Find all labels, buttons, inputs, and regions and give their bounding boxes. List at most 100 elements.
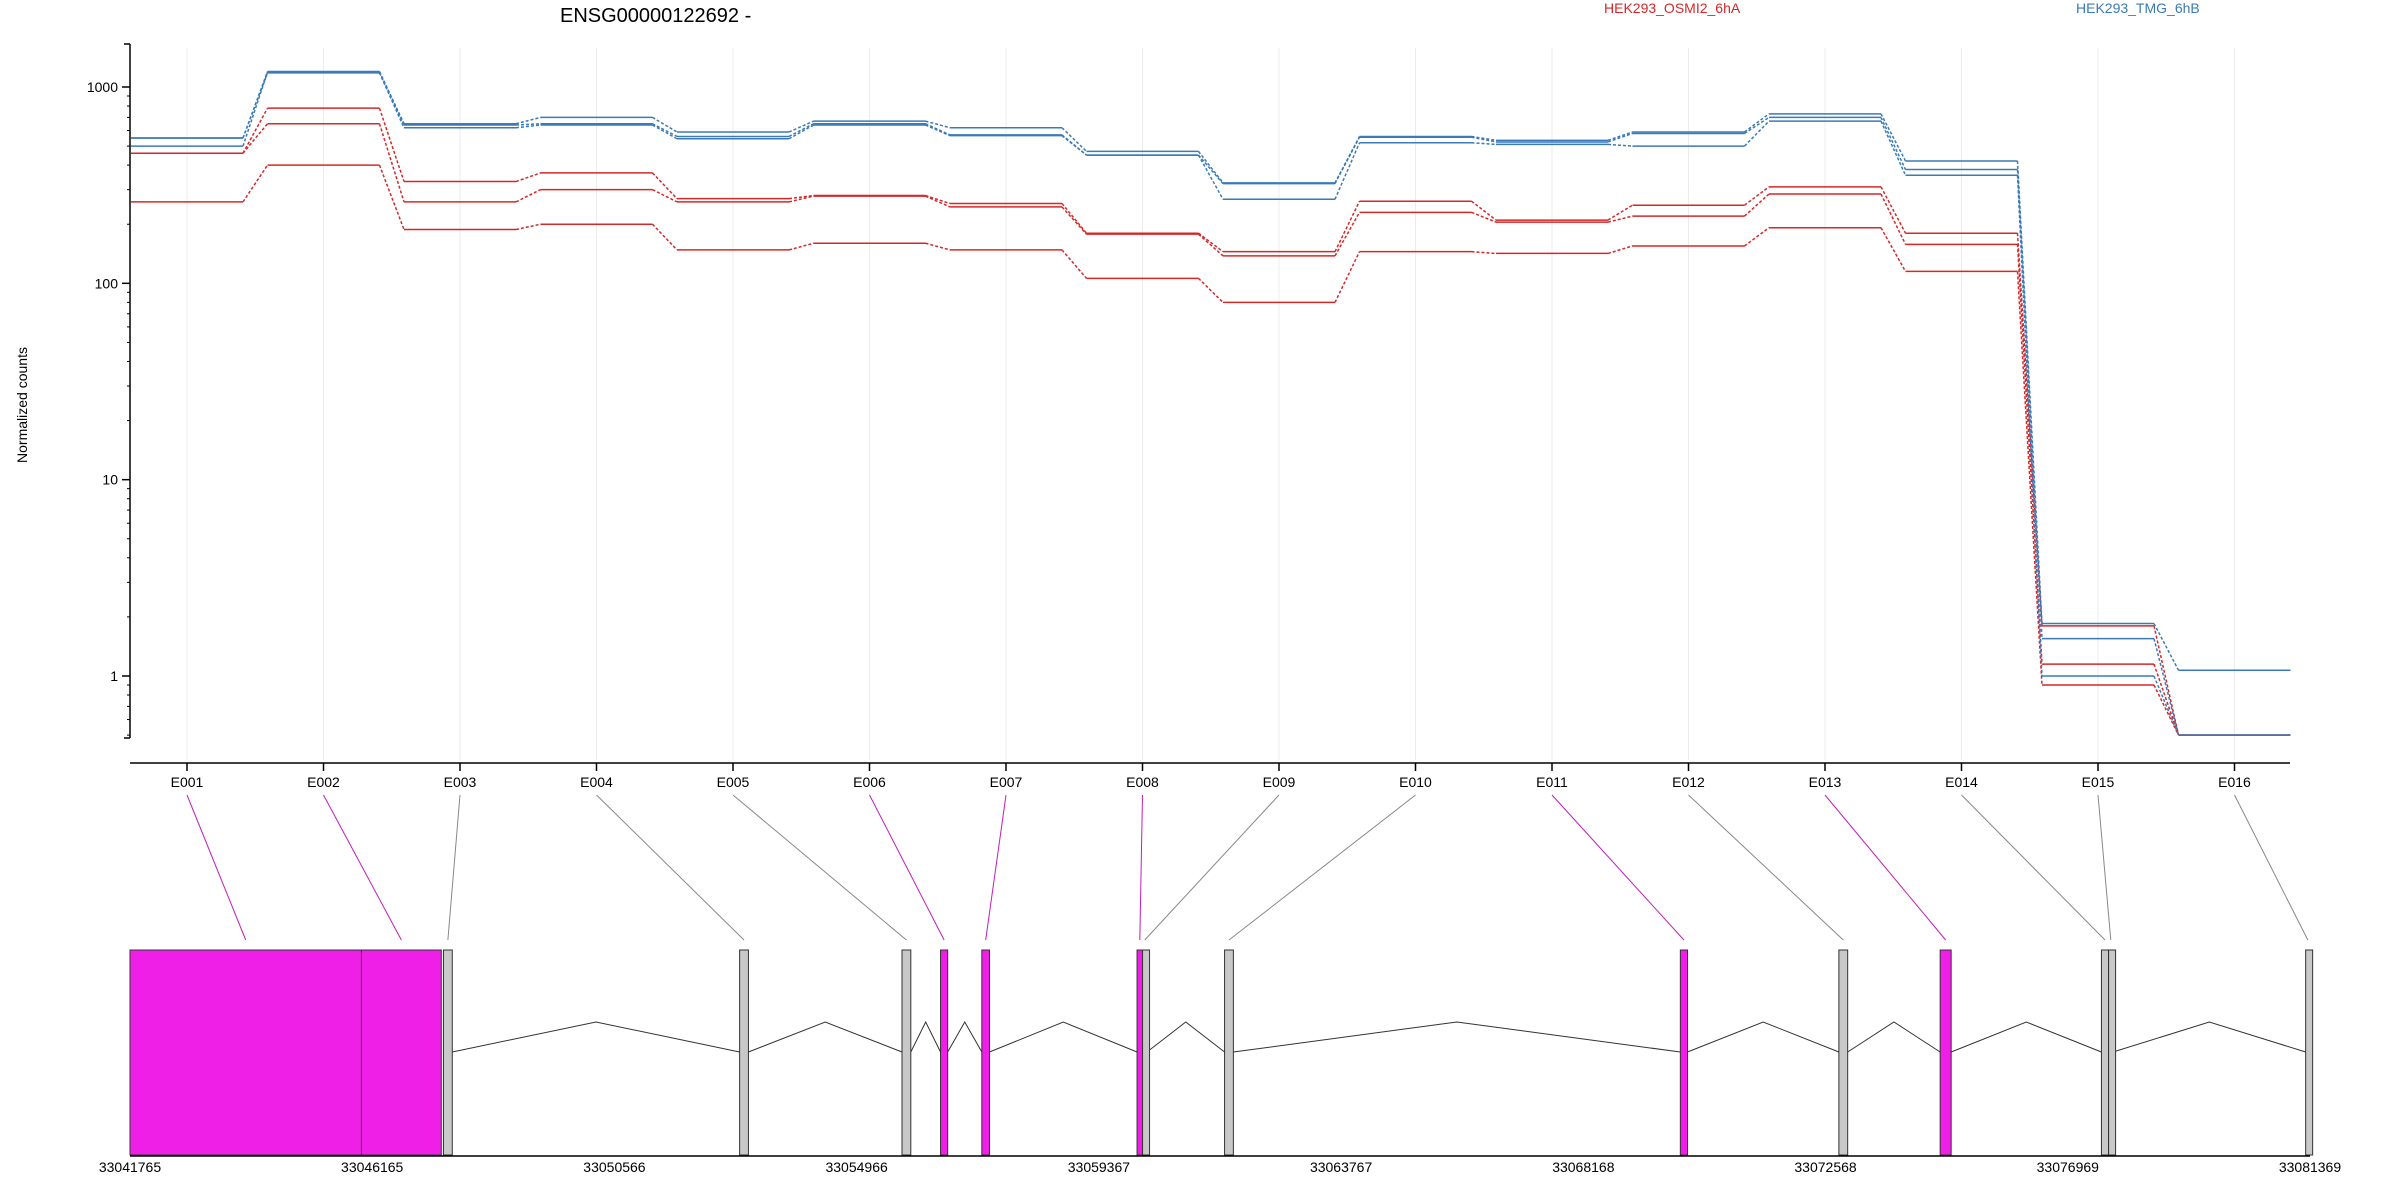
data-connector [1743,120,1770,147]
data-connector [1607,132,1633,143]
intron [748,1021,903,1053]
data-connector [1061,203,1088,234]
data-connector [1880,227,1907,272]
data-connector [925,124,951,137]
exon-E003 [442,949,453,1156]
y-tick-label: 1000 [87,79,118,95]
connector-E003 [447,794,461,941]
data-connector [2153,623,2180,671]
data-connector [2016,175,2043,677]
data-connector [1743,193,1770,217]
data-connector [1880,120,1907,176]
exon-E015 [2108,949,2117,1156]
data-connector [925,120,951,129]
data-connector [652,116,678,133]
y-axis: 1 10 100 1000 [87,43,131,739]
series-lines [131,70,2291,736]
data-connector [788,242,814,251]
genomic-tick-label: 33041765 [99,1159,162,1175]
y-tick-label: 1 [110,668,118,684]
intron [2112,1021,2306,1053]
genomic-tick-label: 33046165 [341,1159,404,1175]
data-connector [242,123,269,154]
x-tick-label: E003 [444,774,477,790]
data-connector [1061,135,1087,156]
data-connector [1471,136,1497,143]
data-connector [1607,245,1633,255]
data-connector [515,116,541,125]
data-connector [1061,206,1088,235]
connector-E006 [869,794,945,941]
intron [1950,1021,2102,1053]
intron [1233,1021,1681,1053]
intron [947,1020,983,1053]
data-connector [652,123,678,138]
data-connector [515,124,541,129]
intron [1847,1021,1941,1053]
data-connector [1198,232,1224,253]
y-tick-label: 100 [95,275,119,291]
x-tick-label: E015 [2082,774,2115,790]
data-connector [651,223,678,251]
exon-E010 [1224,949,1234,1156]
data-connector [1061,127,1088,152]
x-tick-label: E016 [2218,774,2251,790]
chart-title: ENSG00000122692 - [560,5,751,27]
intron [1687,1021,1840,1053]
intron [910,1020,941,1053]
data-connector [515,122,541,126]
data-connector [788,124,814,140]
exon-E007 [981,949,991,1156]
data-connector [1334,251,1361,303]
data-connector [1197,277,1224,303]
genomic-tick-label: 33072568 [1794,1159,1857,1175]
data-connector [1061,249,1088,279]
connector-E013 [1824,794,1947,941]
data-connector [378,123,405,203]
data-connector [242,164,269,203]
gene-model [129,949,2314,1156]
data-connector [1334,136,1361,184]
data-connector [378,72,405,129]
data-connector [1197,150,1224,184]
data-connector [925,194,951,205]
connector-E016 [2234,794,2309,941]
series-HEK293_OSMI2_6hA [131,164,2291,736]
data-connector [2016,169,2043,639]
genomic-tick-label: 33068168 [1552,1159,1615,1175]
x-tick-label: E008 [1126,774,1159,790]
data-connector [2153,663,2180,736]
data-connector [378,164,405,230]
intron [1146,1021,1225,1053]
connector-E005 [732,794,907,941]
data-connector [2153,675,2180,736]
connector-E012 [1688,794,1844,941]
data-connector [652,188,678,203]
intron [452,1021,740,1053]
connector-E011 [1551,794,1685,941]
data-connector [1744,116,1770,135]
data-connector [651,172,678,200]
connector-E008 [1139,794,1143,941]
x-tick-label: E009 [1263,774,1296,790]
vertical-gridlines [186,48,2235,760]
series-HEK293_OSMI2_6hA [131,122,2291,736]
data-connector [2153,684,2180,736]
y-axis-label: Normalized counts [14,347,30,463]
data-connector [1198,233,1224,257]
intron [989,1021,1138,1053]
data-connector [2153,638,2180,736]
x-tick-label: E014 [1945,774,1978,790]
connector-E009 [1144,794,1280,941]
genomic-tick-label: 33059367 [1068,1159,1131,1175]
data-connector [515,188,541,203]
data-connector [242,107,269,154]
data-connector [1334,200,1361,252]
data-connector [925,195,951,208]
x-tick-label: E012 [1672,774,1705,790]
connector-E010 [1228,794,1416,941]
series-HEK293_TMG_6hB [131,70,2291,671]
data-connector [788,194,814,200]
data-connector [515,223,541,231]
